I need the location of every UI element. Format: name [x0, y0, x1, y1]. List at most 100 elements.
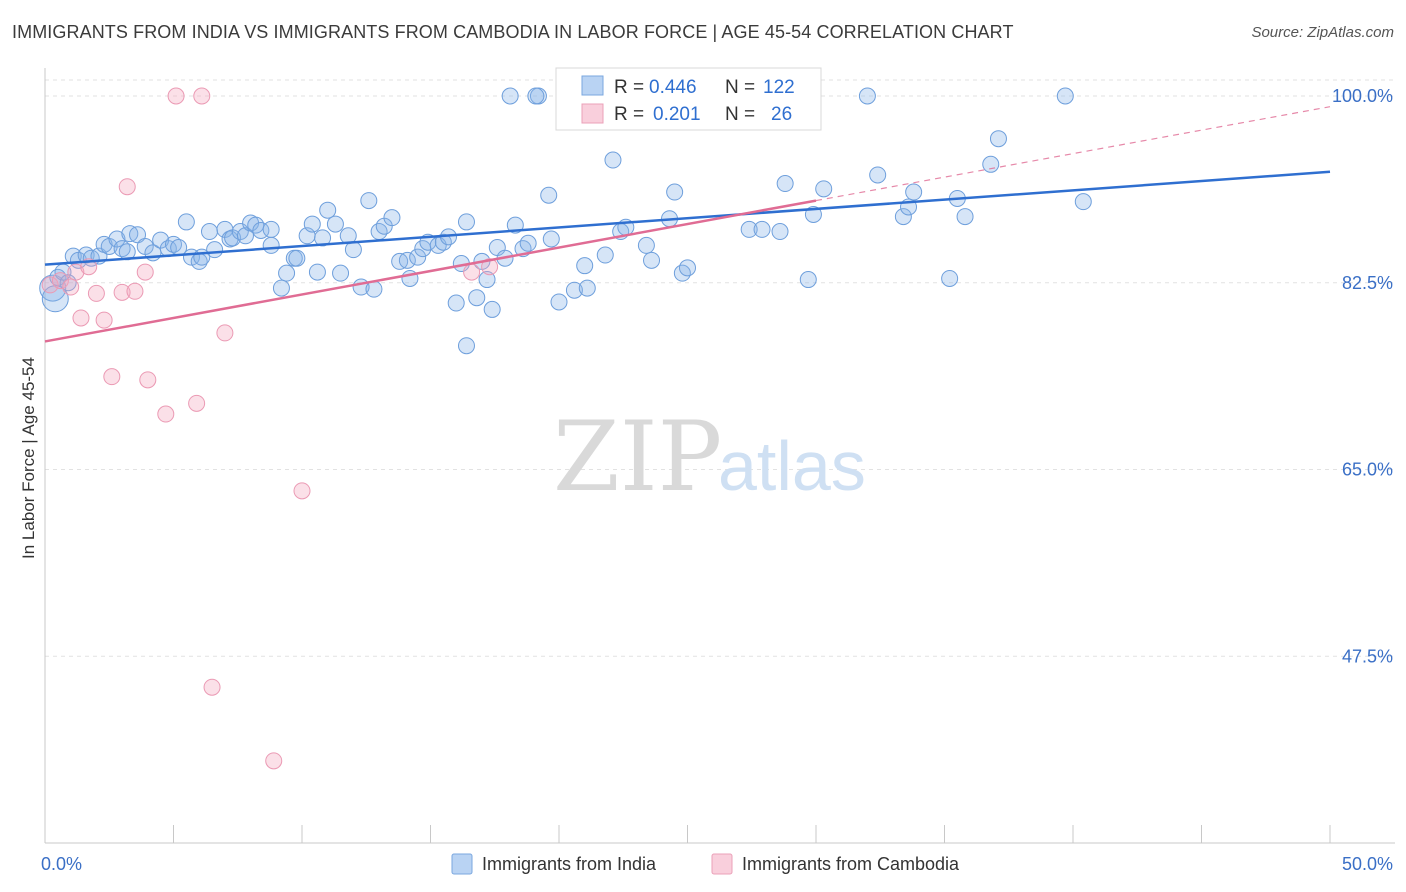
india-point: [247, 216, 265, 234]
cambodia-point: [103, 368, 121, 386]
cambodia-point: [463, 263, 481, 281]
india-point: [398, 251, 416, 269]
stats-cambodia-n-value: 26: [771, 104, 792, 125]
india-point: [262, 220, 280, 238]
watermark: ZIP atlas: [553, 401, 866, 513]
india-point: [177, 213, 195, 231]
y-tick-label-2: 82.5%: [1342, 273, 1393, 293]
cambodia-point: [72, 309, 90, 327]
cambodia-point: [95, 311, 113, 329]
india-point: [550, 293, 568, 311]
india-point: [483, 300, 501, 318]
india-point: [527, 87, 545, 105]
india-points: [39, 87, 1092, 355]
india-point: [799, 271, 817, 289]
stats-cambodia-r-value: 0.201: [653, 104, 701, 125]
x-tick-label-0: 0.0%: [41, 854, 82, 874]
india-point: [326, 215, 344, 233]
india-point: [288, 249, 306, 267]
india-point: [982, 155, 1000, 173]
cambodia-point: [203, 678, 221, 696]
cambodia-point: [126, 282, 144, 300]
india-point: [108, 230, 126, 248]
cambodia-point: [118, 178, 136, 196]
cambodia-point: [193, 87, 211, 105]
cambodia-point: [87, 284, 105, 302]
india-point: [332, 264, 350, 282]
y-axis-title: In Labor Force | Age 45-54: [19, 357, 38, 559]
india-point: [740, 220, 758, 238]
stats-india-n-value: 122: [763, 77, 795, 98]
cambodia-point: [481, 258, 499, 276]
stats-cambodia-swatch: [581, 103, 604, 124]
india-point: [956, 208, 974, 226]
x-tick-label-1: 50.0%: [1342, 854, 1393, 874]
india-point: [409, 248, 427, 266]
india-point: [308, 263, 326, 281]
india-point: [542, 230, 560, 248]
x-tick-labels: 0.0% 50.0%: [41, 854, 1393, 874]
india-point: [578, 279, 596, 297]
india-point: [501, 87, 519, 105]
stats-india-n-label: N =: [725, 77, 755, 98]
trend-lines: [44, 106, 1331, 343]
india-point: [637, 236, 655, 254]
chart-title: IMMIGRANTS FROM INDIA VS IMMIGRANTS FROM…: [12, 22, 1014, 42]
cambodia-point: [188, 394, 206, 412]
cambodia-point: [67, 263, 85, 281]
cambodia-point: [293, 482, 311, 500]
india-point: [468, 289, 486, 307]
india-point: [457, 337, 475, 355]
cambodia-trend-line: [44, 199, 817, 343]
india-point: [894, 208, 912, 226]
cambodia-point: [136, 263, 154, 281]
india-point: [1074, 193, 1092, 211]
cambodia-point: [113, 283, 131, 301]
india-point: [303, 215, 321, 233]
india-point: [272, 279, 290, 297]
india-point: [262, 236, 280, 254]
india-point: [776, 175, 794, 193]
cambodia-point: [51, 272, 69, 290]
stats-legend: R = 0.446 N = 122 R = 0.201 N = 26: [555, 67, 822, 131]
cambodia-point: [62, 278, 80, 296]
india-point: [434, 233, 452, 251]
stats-cambodia-r-label: R =: [614, 104, 644, 125]
source-credit: Source: ZipAtlas.com: [1251, 24, 1394, 41]
india-point: [383, 209, 401, 227]
stats-cambodia-n-label: N =: [725, 104, 755, 125]
y-tick-label-1: 65.0%: [1342, 460, 1393, 480]
india-point: [344, 241, 362, 259]
india-point: [771, 223, 789, 241]
india-point: [540, 186, 558, 204]
india-point: [666, 183, 684, 201]
cambodia-point: [157, 405, 175, 423]
watermark-zip: ZIP: [553, 401, 722, 513]
india-point: [113, 240, 131, 258]
india-point: [905, 183, 923, 201]
india-point: [314, 229, 332, 247]
india-point: [278, 264, 296, 282]
india-point: [643, 251, 661, 269]
legend-india-swatch: [451, 853, 473, 875]
y-tick-label-3: 100.0%: [1332, 86, 1393, 106]
india-point: [360, 192, 378, 210]
india-point: [236, 227, 254, 245]
india-point: [565, 281, 583, 299]
grid-lines: [45, 79, 1395, 657]
stats-india-r-label: R =: [614, 77, 644, 98]
cambodia-point: [41, 276, 59, 294]
india-point: [165, 235, 182, 253]
india-point: [41, 285, 69, 313]
axes: [44, 68, 1395, 844]
india-point: [39, 274, 67, 302]
india-point: [673, 264, 691, 282]
cambodia-trend-extension: [815, 106, 1331, 202]
india-point: [941, 269, 959, 287]
y-tick-labels: 47.5% 65.0% 82.5% 100.0%: [1332, 86, 1393, 666]
india-point: [596, 246, 614, 264]
india-point: [519, 234, 537, 252]
stats-india-swatch: [581, 75, 604, 96]
india-point: [457, 213, 475, 231]
